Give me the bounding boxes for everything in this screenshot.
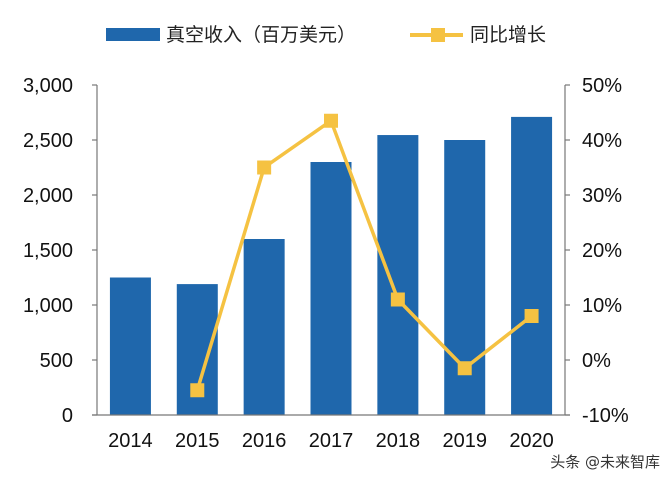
legend-bar-swatch — [106, 28, 160, 41]
growth-line — [195, 118, 533, 391]
growth-marker-2017 — [324, 113, 338, 128]
left-tick-label: 3,000 — [23, 75, 73, 97]
growth-marker-2020 — [524, 309, 539, 323]
left-tick-label: 500 — [40, 350, 73, 372]
legend-line-label: 同比增长 — [470, 24, 546, 46]
x-tick-label: 2018 — [376, 430, 421, 452]
legend: 真空收入（百万美元） 同比增长 — [106, 24, 546, 46]
left-tick-label: 2,500 — [23, 130, 73, 152]
x-tick-label: 2015 — [175, 430, 220, 452]
left-tick-label: 2,000 — [23, 185, 73, 207]
line-series — [190, 113, 539, 398]
bar-2020 — [511, 116, 553, 416]
x-tick-label: 2020 — [509, 430, 554, 452]
right-tick-label: 30% — [582, 185, 622, 207]
growth-marker-2016 — [257, 160, 272, 175]
bar-2017 — [310, 162, 352, 415]
right-tick-label: 40% — [582, 130, 622, 152]
axes: 0 500 1,000 1,500 2,000 2,500 3,000 -10% 0% 10% 20… — [23, 75, 629, 452]
left-tick-label: 1,500 — [23, 240, 73, 262]
watermark: 头条 @未来智库 — [550, 453, 660, 471]
left-tick-label: 1,000 — [23, 295, 73, 317]
bar-2018 — [377, 135, 419, 416]
left-tick-label: 0 — [62, 405, 73, 427]
growth-marker-2019 — [457, 361, 472, 376]
x-tick-label: 2017 — [309, 430, 354, 452]
x-tick-label: 2016 — [242, 430, 287, 452]
growth-marker-2018 — [390, 292, 405, 307]
bar-2014 — [109, 277, 151, 415]
right-tick-label: 0% — [582, 350, 611, 372]
right-tick-label: 20% — [582, 240, 622, 262]
growth-marker-2015 — [190, 383, 205, 398]
right-tick-label: -10% — [582, 405, 629, 427]
x-tick-label: 2019 — [442, 430, 487, 452]
right-tick-label: 50% — [582, 75, 622, 97]
legend-bar-label: 真空收入（百万美元） — [166, 24, 356, 46]
x-tick-label: 2014 — [108, 430, 153, 452]
bar-2016 — [243, 239, 285, 415]
legend-line-marker — [431, 28, 445, 42]
bar-series — [109, 116, 553, 416]
right-tick-label: 10% — [582, 295, 622, 317]
